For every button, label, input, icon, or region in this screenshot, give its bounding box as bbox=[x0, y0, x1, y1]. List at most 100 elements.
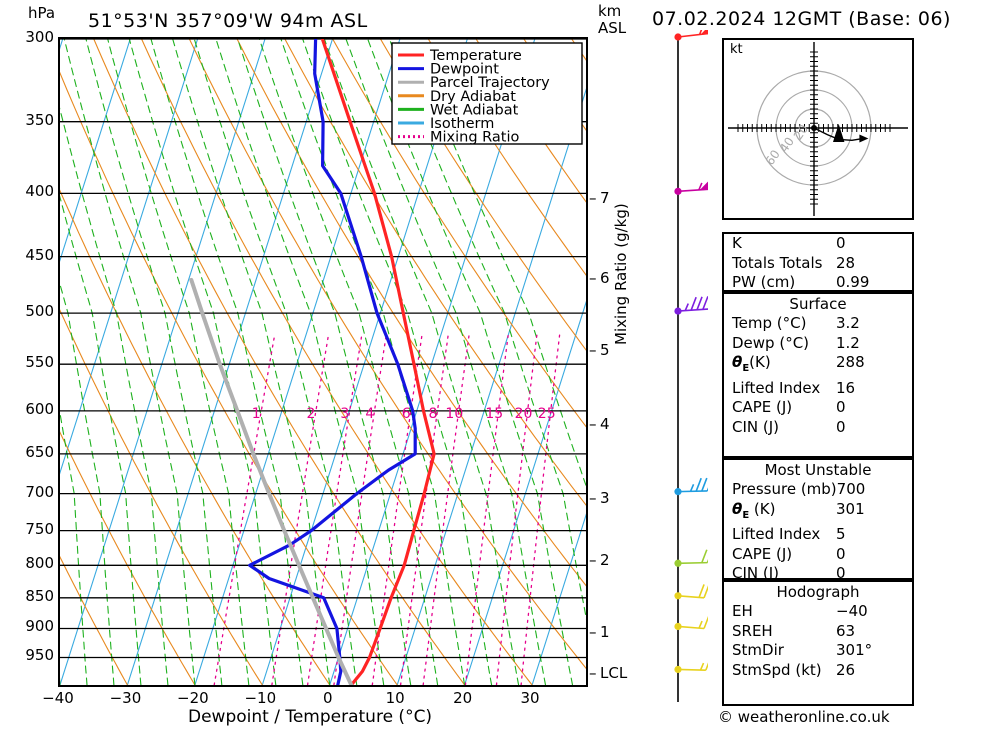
data-row: θE(K) 288 bbox=[724, 353, 912, 379]
pressure-tick-label: 400 bbox=[25, 182, 54, 201]
temperature-tick-label: −30 bbox=[109, 689, 142, 707]
legend-label: Dewpoint bbox=[430, 62, 499, 78]
most-unstable-heading: Most Unstable bbox=[764, 461, 872, 479]
data-row: EH −40 bbox=[724, 602, 912, 622]
data-row-key: StmSpd (kt) bbox=[732, 660, 822, 679]
height-tick-label: 6 bbox=[600, 269, 610, 287]
mixing-ratio-label: 25 bbox=[537, 405, 556, 422]
height-tick-dash: – bbox=[589, 269, 597, 287]
data-row-key: Dewp (°C) bbox=[732, 333, 810, 352]
data-row-key: PW (cm) bbox=[732, 273, 796, 291]
data-row-key: Pressure (mb) bbox=[732, 480, 837, 498]
data-row: CAPE (J) 0 bbox=[724, 545, 912, 565]
mixing-ratio-label: 2 bbox=[306, 405, 316, 422]
mixing-ratio-line bbox=[520, 333, 561, 685]
data-row-key: CAPE (J) bbox=[732, 398, 793, 416]
wet-adiabat-line bbox=[172, 39, 331, 685]
temperature-tick-label: 10 bbox=[385, 689, 405, 707]
wet-adiabat-line bbox=[388, 39, 586, 620]
data-row-key: Lifted Index bbox=[732, 525, 821, 543]
wet-adiabat-line bbox=[60, 195, 142, 685]
legend-label: Wet Adiabat bbox=[430, 102, 519, 118]
dry-adiabat-line bbox=[60, 71, 398, 685]
data-row-value: −40 bbox=[836, 602, 868, 620]
mixing-ratio-line bbox=[333, 333, 388, 685]
data-row-key: K bbox=[732, 234, 742, 252]
data-row-value: 0 bbox=[836, 234, 846, 252]
data-row-value: 26 bbox=[836, 660, 856, 679]
profile-temperature bbox=[320, 39, 436, 685]
mixing-ratio-line bbox=[371, 333, 423, 685]
data-row: Pressure (mb) 700 bbox=[724, 480, 912, 500]
legend-label: Mixing Ratio bbox=[430, 130, 520, 146]
data-row: Lifted Index 5 bbox=[724, 525, 912, 545]
temperature-tick-label: 20 bbox=[453, 689, 473, 707]
mixing-ratio-label: 8 bbox=[428, 405, 438, 422]
mixing-ratio-label: 6 bbox=[401, 405, 411, 422]
hodograph-stats-panel: Hodograph EH −40 SREH 63 StmDir 301° StmSpd (kt… bbox=[722, 580, 914, 706]
data-row-key: StmDir bbox=[732, 641, 784, 659]
wind-barb bbox=[674, 615, 710, 631]
x-axis-title: Dewpoint / Temperature (°C) bbox=[188, 707, 433, 727]
wind-barb bbox=[674, 477, 714, 496]
mixing-ratio-line bbox=[422, 333, 470, 685]
mixing-ratio-label: 4 bbox=[365, 405, 375, 422]
height-tick-dash: – bbox=[589, 415, 597, 433]
data-row: PW (cm) 0.99 bbox=[724, 273, 912, 293]
isotherm-line bbox=[60, 39, 266, 685]
pressure-tick-label: 550 bbox=[25, 353, 54, 372]
height-tick-dash: – bbox=[589, 341, 597, 359]
height-tick-dash: – bbox=[589, 189, 597, 207]
hodograph-ring-label: 20 bbox=[791, 122, 811, 143]
wind-barb bbox=[674, 584, 710, 600]
isotherm-line bbox=[126, 39, 334, 685]
wind-barb bbox=[674, 656, 712, 674]
profile-dewpoint bbox=[248, 39, 417, 685]
forecast-datetime-title: 07.02.2024 12GMT (Base: 06) bbox=[652, 8, 951, 30]
data-row: CIN (J) 0 bbox=[724, 564, 912, 584]
legend-label: Isotherm bbox=[430, 116, 494, 132]
mixing-ratio-line bbox=[399, 333, 449, 685]
legend-label: Parcel Trajectory bbox=[430, 75, 550, 91]
data-row: Totals Totals 28 bbox=[724, 254, 912, 274]
wind-barb bbox=[674, 175, 715, 195]
data-row-key: θE (K) bbox=[732, 499, 776, 521]
data-row-key: EH bbox=[732, 602, 753, 620]
dry-adiabat-line bbox=[332, 39, 586, 428]
height-tick-label: 2 bbox=[600, 551, 610, 569]
data-row-value: 1.2 bbox=[836, 333, 860, 352]
data-row-key: Totals Totals bbox=[732, 253, 823, 272]
mixing-ratio-line bbox=[495, 333, 538, 685]
mixing-ratio-axis-title: Mixing Ratio (g/kg) bbox=[612, 203, 630, 345]
skewt-diagram: Temperature Dewpoint Parcel Trajectory Dry … bbox=[58, 37, 588, 687]
data-row-value: 301 bbox=[836, 499, 865, 518]
data-row-value: 63 bbox=[836, 621, 856, 640]
mixing-ratio-label: 20 bbox=[514, 405, 533, 422]
wet-adiabat-line bbox=[107, 39, 250, 685]
data-row: CIN (J) 0 bbox=[724, 418, 912, 438]
data-row-value: 0.99 bbox=[836, 273, 870, 291]
mixing-ratio-line bbox=[306, 333, 363, 685]
mixing-ratio-line bbox=[271, 333, 330, 685]
pressure-tick-label: 500 bbox=[25, 302, 54, 321]
mixing-ratio-line bbox=[464, 333, 509, 685]
wind-barb bbox=[674, 20, 716, 41]
copyright-notice: © weatheronline.co.uk bbox=[718, 708, 890, 726]
height-tick-label: 7 bbox=[600, 189, 610, 207]
data-row: StmSpd (kt) 26 bbox=[724, 661, 912, 681]
wind-barb-column bbox=[648, 20, 716, 710]
dry-adiabat-line bbox=[60, 555, 128, 685]
isotherm-line bbox=[396, 88, 586, 685]
mixing-ratio-label: 1 bbox=[251, 405, 261, 422]
isotherm-line bbox=[60, 39, 199, 475]
hodograph-end-arrow bbox=[859, 134, 869, 143]
data-row: StmDir 301° bbox=[724, 641, 912, 661]
data-row: SREH 63 bbox=[724, 622, 912, 642]
mixing-ratio-label: 15 bbox=[485, 405, 504, 422]
temperature-tick-label: −20 bbox=[177, 689, 209, 707]
pressure-tick-label: 950 bbox=[25, 646, 54, 665]
pressure-tick-label: 800 bbox=[25, 554, 54, 573]
lcl-tick-dash: – bbox=[589, 664, 597, 682]
height-axis-asl-label: ASL bbox=[598, 19, 627, 37]
